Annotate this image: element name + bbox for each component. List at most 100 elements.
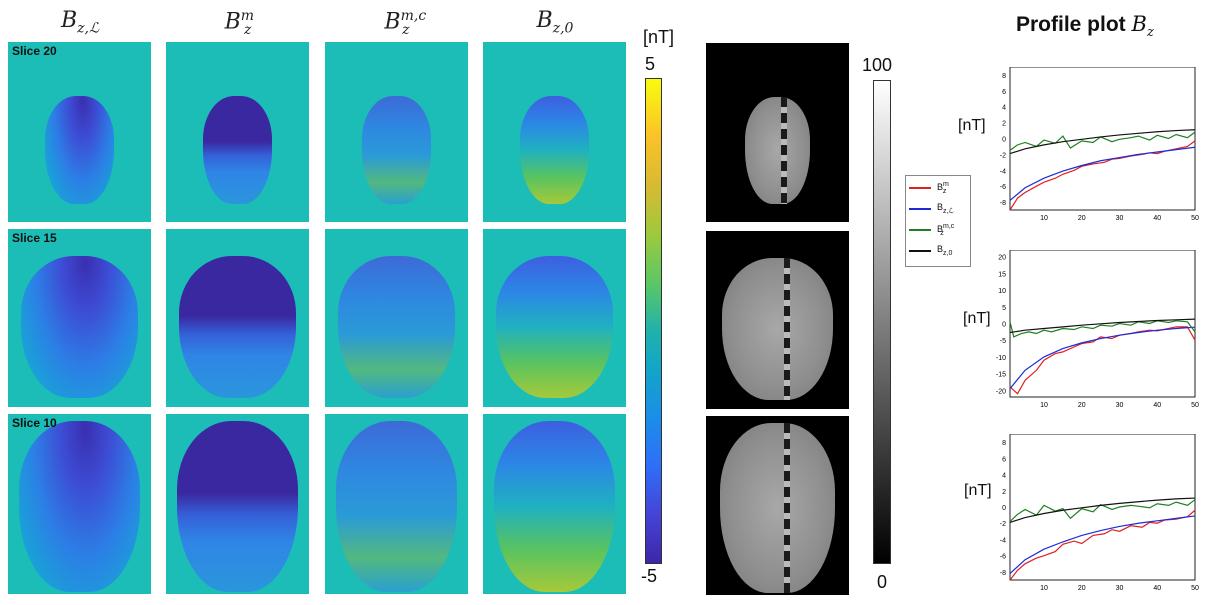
x-tick-label: 30 (1116, 585, 1124, 592)
series-line (1009, 497, 1196, 523)
x-tick-label: 50 (1191, 402, 1199, 409)
y-tick-label: 6 (1002, 456, 1006, 463)
y-tick-label: 8 (1002, 440, 1006, 447)
y-tick-label: 2 (1002, 489, 1006, 496)
legend-label: Bz,ℒ (937, 202, 954, 215)
series-line (1009, 146, 1196, 201)
profile-line-marker (784, 423, 791, 594)
field-map-tile (166, 229, 309, 407)
profile-line-marker (784, 257, 791, 401)
field-map-tile (166, 414, 309, 594)
plot-frame (1009, 67, 1196, 211)
series-line (1009, 509, 1196, 581)
y-tick-label: 4 (1002, 105, 1006, 112)
y-tick-label: -8 (1000, 200, 1006, 207)
series-line (1009, 318, 1196, 334)
legend-swatch (909, 229, 931, 231)
head-map (520, 96, 589, 204)
x-tick-label: 30 (1116, 402, 1124, 409)
profile-line-marker (781, 96, 788, 205)
plot-frame (1009, 434, 1196, 581)
field-map-tile (325, 229, 468, 407)
colorbar-min: -5 (641, 566, 658, 586)
x-tick-label: 10 (1040, 402, 1048, 409)
y-tick-label: -6 (1000, 554, 1006, 561)
legend-label: Bm,cz (937, 223, 955, 237)
field-map-tile: Slice 20 (8, 42, 151, 222)
field-colorbar (645, 78, 662, 564)
series-line (1009, 129, 1196, 155)
column-header-bz-mc: Bm,cz (384, 8, 427, 38)
y-tick-label: 8 (1002, 73, 1006, 80)
y-tick-label: 0 (1002, 137, 1006, 144)
field-map-tile (325, 414, 468, 594)
brain-image (721, 257, 834, 401)
field-map-tile (483, 414, 626, 594)
slice-label: Slice 10 (12, 416, 57, 430)
y-tick-label: 2 (1002, 121, 1006, 128)
series-line (1009, 320, 1196, 338)
legend-item: Bm,cz (909, 221, 969, 239)
mri-tile (706, 231, 849, 409)
plot-ylabel: [nT] (958, 117, 986, 134)
y-tick-label: -10 (996, 355, 1006, 362)
field-map-tile (325, 42, 468, 222)
y-tick-label: 10 (998, 288, 1006, 295)
column-header-bz-0: Bz,0 (536, 8, 574, 37)
x-tick-label: 30 (1116, 215, 1124, 222)
head-map (45, 96, 114, 204)
x-tick-label: 50 (1191, 585, 1199, 592)
y-tick-label: 0 (1002, 322, 1006, 329)
y-tick-label: -6 (1000, 184, 1006, 191)
field-map-tile (166, 42, 309, 222)
gray-colorbar-min: 0 (877, 572, 888, 592)
y-tick-label: -2 (1000, 521, 1006, 528)
head-map (19, 421, 140, 593)
x-tick-label: 20 (1078, 215, 1086, 222)
legend-item: Bz,ℒ (909, 200, 969, 218)
head-map (178, 255, 297, 399)
profile-legend: Bmz Bz,ℒ Bm,cz Bz,0 (905, 175, 971, 267)
head-map (337, 255, 456, 399)
y-tick-label: -8 (1000, 570, 1006, 577)
gray-colorbar-max: 100 (862, 55, 893, 75)
head-map (336, 421, 457, 593)
y-tick-label: -2 (1000, 152, 1006, 159)
legend-swatch (909, 187, 931, 189)
y-tick-label: -5 (1000, 338, 1006, 345)
brain-image (744, 96, 811, 205)
x-tick-label: 20 (1078, 402, 1086, 409)
y-tick-label: 5 (1002, 305, 1006, 312)
y-tick-label: 20 (998, 255, 1006, 262)
head-map (495, 255, 614, 399)
y-tick-label: -4 (1000, 168, 1006, 175)
x-tick-label: 50 (1191, 215, 1199, 222)
mri-tile (706, 416, 849, 595)
head-map (362, 96, 431, 204)
series-line (1009, 499, 1196, 523)
plot-ylabel: [nT] (964, 482, 992, 499)
x-tick-label: 40 (1153, 585, 1161, 592)
colorbar-max: 5 (645, 54, 656, 74)
legend-label: Bmz (937, 181, 949, 195)
head-map (494, 421, 615, 593)
mri-tile (706, 43, 849, 222)
column-header-bz-m: Bmz (224, 8, 255, 38)
slice-label: Slice 15 (12, 231, 57, 245)
head-map (177, 421, 298, 593)
series-line (1009, 140, 1196, 211)
series-line (1009, 326, 1196, 390)
profile-title: Profile plot Bz (1016, 12, 1154, 41)
y-tick-label: 6 (1002, 89, 1006, 96)
head-map (20, 255, 139, 399)
field-map-tile: Slice 10 (8, 414, 151, 594)
series-line (1009, 515, 1196, 574)
legend-swatch (909, 250, 931, 252)
field-map-tile (483, 42, 626, 222)
x-tick-label: 20 (1078, 585, 1086, 592)
x-tick-label: 10 (1040, 585, 1048, 592)
y-tick-label: -15 (996, 372, 1006, 379)
